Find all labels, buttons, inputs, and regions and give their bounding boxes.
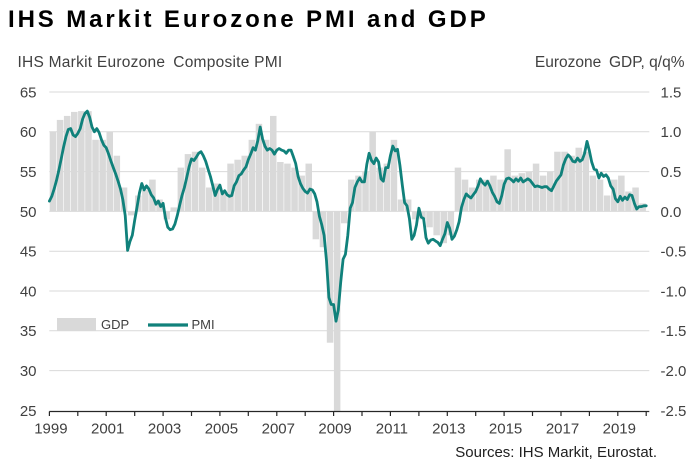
svg-text:IHS Markit Eurozone PMI and GD: IHS Markit Eurozone PMI and GDP [8, 6, 489, 33]
svg-text:-1.0: -1.0 [661, 283, 687, 300]
svg-text:35: 35 [20, 323, 37, 340]
svg-text:65: 65 [20, 84, 37, 101]
svg-text:25: 25 [20, 403, 37, 420]
svg-text:2007: 2007 [262, 421, 295, 438]
svg-text:2009: 2009 [318, 421, 351, 438]
svg-text:2001: 2001 [91, 421, 124, 438]
svg-text:1.5: 1.5 [661, 84, 682, 101]
svg-text:Eurozone GDP, q/q%: Eurozone GDP, q/q% [535, 54, 685, 71]
svg-text:55: 55 [20, 164, 37, 181]
svg-text:PMI: PMI [192, 317, 215, 332]
svg-text:0.0: 0.0 [661, 204, 682, 221]
svg-text:2003: 2003 [148, 421, 181, 438]
svg-text:2015: 2015 [489, 421, 522, 438]
svg-text:40: 40 [20, 283, 37, 300]
svg-text:45: 45 [20, 244, 37, 261]
svg-text:2011: 2011 [376, 421, 408, 438]
svg-text:-1.5: -1.5 [661, 323, 687, 340]
svg-text:Sources: IHS Markit, Eurostat.: Sources: IHS Markit, Eurostat. [455, 444, 657, 461]
svg-text:50: 50 [20, 204, 37, 221]
svg-text:2017: 2017 [546, 421, 579, 438]
svg-text:0.5: 0.5 [661, 164, 682, 181]
svg-text:60: 60 [20, 124, 37, 141]
svg-text:-0.5: -0.5 [661, 244, 687, 261]
svg-text:2005: 2005 [205, 421, 238, 438]
svg-text:-2.5: -2.5 [661, 403, 687, 420]
svg-text:1999: 1999 [34, 421, 67, 438]
svg-text:30: 30 [20, 363, 37, 380]
svg-text:GDP: GDP [101, 317, 129, 332]
svg-text:2013: 2013 [432, 421, 465, 438]
svg-text:-2.0: -2.0 [661, 363, 687, 380]
svg-text:IHS Markit Eurozone Composite: IHS Markit Eurozone Composite PMI [18, 54, 283, 71]
svg-text:1.0: 1.0 [661, 124, 682, 141]
svg-text:2019: 2019 [603, 421, 636, 438]
